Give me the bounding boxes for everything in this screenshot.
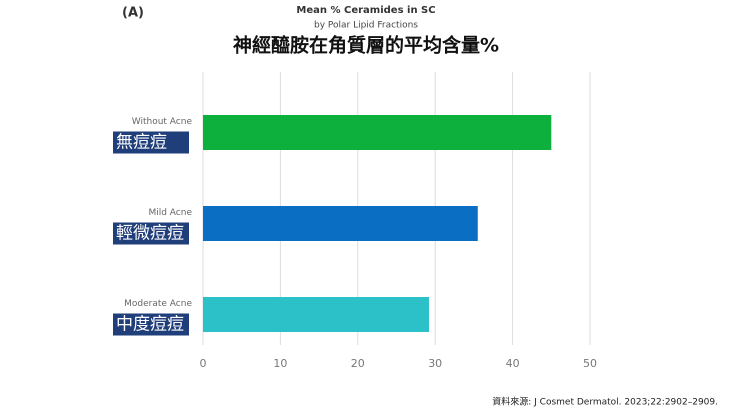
label-box [113,222,189,245]
x-tick-label: 40 [506,357,520,370]
bar [203,206,478,241]
y-tick-label: Without Acne [132,117,193,127]
x-tick-label: 0 [200,357,207,370]
y-tick-label-zh: 無痘痘 [116,133,167,153]
bar [203,297,430,332]
x-tick-label: 30 [428,357,442,370]
source: 資料來源: J Cosmet Dermatol. 2023;22:2902–29… [492,396,718,408]
x-tick-label: 20 [351,357,365,370]
chart-subtitle: by Polar Lipid Fractions [314,21,418,31]
label-box [113,313,189,336]
x-tick-label: 50 [583,357,597,370]
chart-title-zh: 神經醯胺在角質層的平均含量% [233,34,499,57]
x-tick-label: 10 [273,357,287,370]
bar [203,115,552,150]
y-tick-label-zh: 輕微痘痘 [116,224,184,244]
y-tick-label: Moderate Acne [124,299,192,309]
panel-label: (A) [122,6,144,21]
chart-title: Mean % Ceramides in SC [296,5,435,16]
label-box [113,131,189,154]
y-tick-label: Mild Acne [148,208,192,218]
y-tick-label-zh: 中度痘痘 [116,315,184,335]
